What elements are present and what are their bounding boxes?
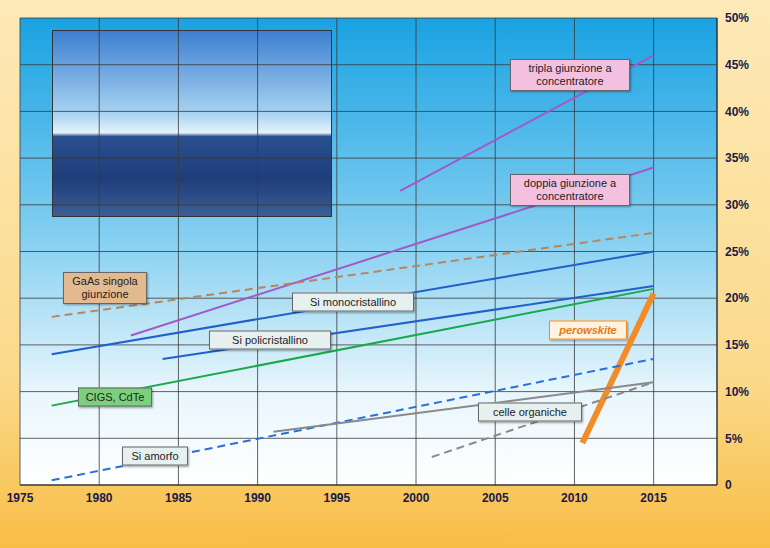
svg-text:20%: 20% bbox=[725, 291, 749, 305]
html-text:GaAs singola giunzione: GaAs singola giunzione bbox=[72, 275, 138, 300]
svg-text:1995: 1995 bbox=[323, 491, 350, 505]
svg-text:1980: 1980 bbox=[86, 491, 113, 505]
svg-text:5%: 5% bbox=[725, 432, 743, 446]
svg-text:2010: 2010 bbox=[561, 491, 588, 505]
svg-text:2005: 2005 bbox=[482, 491, 509, 505]
svg-text:45%: 45% bbox=[725, 58, 749, 72]
html-text:CIGS, CdTe: CIGS, CdTe bbox=[85, 390, 145, 403]
svg-text:30%: 30% bbox=[725, 198, 749, 212]
svg-text:1990: 1990 bbox=[244, 491, 271, 505]
html-text:Si monocristallino: Si monocristallino bbox=[309, 295, 397, 308]
svg-text:15%: 15% bbox=[725, 338, 749, 352]
svg-text:50%: 50% bbox=[725, 11, 749, 25]
svg-text:1975: 1975 bbox=[7, 491, 34, 505]
html-text:tripla giunzione a concentrato: tripla giunzione a concentratore bbox=[528, 62, 612, 87]
svg-text:0: 0 bbox=[725, 478, 732, 492]
svg-text:40%: 40% bbox=[725, 105, 749, 119]
html-text:doppia giunzione a concentrato: doppia giunzione a concentratore bbox=[523, 177, 617, 202]
svg-text:10%: 10% bbox=[725, 385, 749, 399]
svg-text:2000: 2000 bbox=[403, 491, 430, 505]
html-text:celle organiche: celle organiche bbox=[493, 405, 567, 418]
svg-text:2015: 2015 bbox=[640, 491, 667, 505]
html-text:Si amorfo: Si amorfo bbox=[131, 449, 179, 462]
html-text:Si policristallino: Si policristallino bbox=[232, 333, 308, 346]
svg-text:25%: 25% bbox=[725, 245, 749, 259]
svg-text:1985: 1985 bbox=[165, 491, 192, 505]
svg-text:35%: 35% bbox=[725, 151, 749, 165]
html-text:perowskite: perowskite bbox=[559, 323, 617, 336]
